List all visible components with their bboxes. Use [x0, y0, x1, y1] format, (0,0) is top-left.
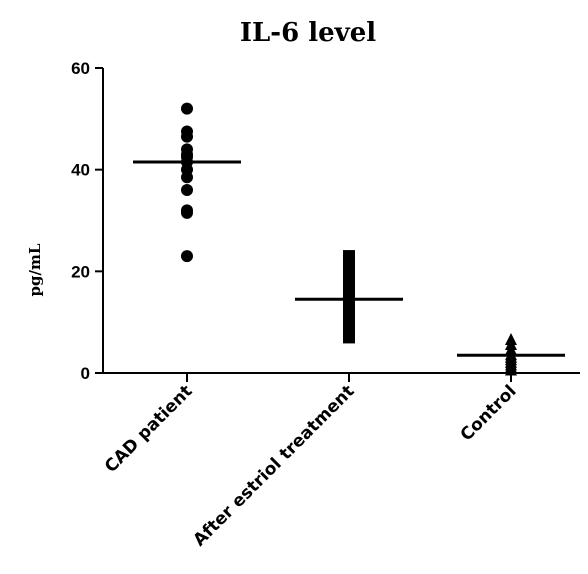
data-point — [181, 130, 193, 143]
y-tick-label: 20 — [71, 262, 90, 281]
data-point — [343, 331, 355, 344]
data-point — [181, 184, 193, 196]
x-tick-label: Control — [457, 381, 521, 445]
data-point — [181, 102, 193, 115]
data-point — [505, 363, 517, 376]
y-tick-label: 40 — [71, 161, 90, 180]
data-point — [181, 171, 193, 184]
data-point — [181, 250, 193, 263]
x-tick-label: CAD patient — [101, 381, 196, 476]
y-axis-label: pg/mL — [26, 243, 44, 296]
data-point — [181, 206, 193, 219]
y-tick-label: 0 — [81, 364, 90, 383]
data-marks — [133, 102, 565, 376]
y-ticks: 0 20 40 60 — [71, 59, 103, 383]
y-tick-label: 60 — [71, 59, 90, 78]
x-tick-label: After estriol treatment — [190, 381, 359, 550]
chart-title: IL-6 level — [240, 18, 376, 48]
